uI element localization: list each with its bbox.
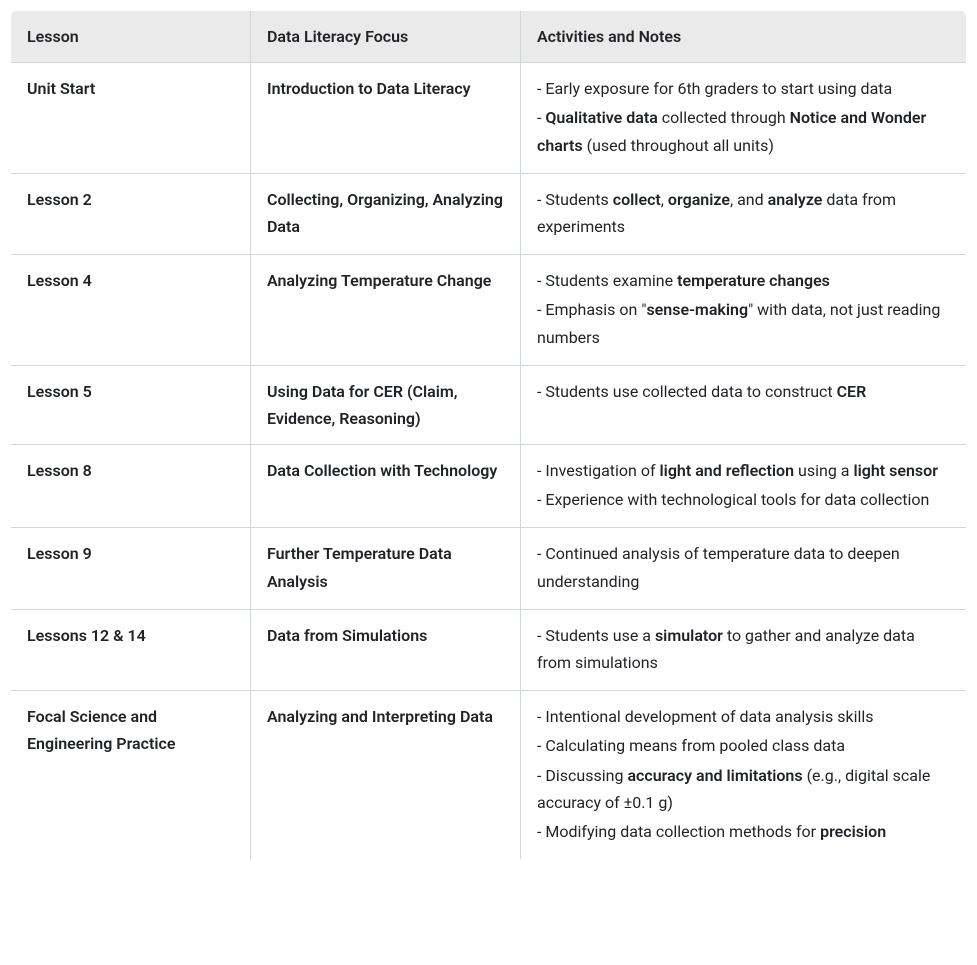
plain-text: - Emphasis on " (537, 300, 646, 319)
note-line: - Early exposure for 6th graders to star… (537, 75, 950, 102)
table-row: Lessons 12 & 14Data from Simulations - St… (11, 609, 967, 690)
table-row: Unit StartIntroduction to Data Literacy-… (11, 63, 967, 174)
plain-text: - Students use collected data to constru… (537, 382, 837, 401)
focus-cell: Analyzing Temperature Change (251, 255, 521, 366)
plain-text: - Modifying data collection methods for (537, 822, 820, 841)
plain-text: using a (794, 461, 853, 480)
note-line: - Qualitative data collected through Not… (537, 104, 950, 158)
table-row: Lesson 2Collecting, Organizing, Analyzin… (11, 173, 967, 254)
col-lesson: Lesson (11, 11, 251, 63)
notes-cell: - Students examine temperature changes- … (521, 255, 967, 366)
lesson-table-container: Lesson Data Literacy Focus Activities an… (10, 10, 967, 860)
bold-text: simulator (655, 626, 723, 645)
note-line: - Intentional development of data analys… (537, 703, 950, 730)
bold-text: analyze (768, 190, 823, 209)
plain-text: collected through (658, 108, 790, 127)
lesson-cell: Lesson 4 (11, 255, 251, 366)
note-line: - Students examine temperature changes (537, 267, 950, 294)
bold-text: temperature changes (677, 271, 830, 290)
focus-cell: Data Collection with Technology (251, 445, 521, 528)
col-notes: Activities and Notes (521, 11, 967, 63)
plain-text: , and (730, 190, 768, 209)
note-line: - Emphasis on "sense-making" with data, … (537, 296, 950, 350)
table-row: Lesson 5Using Data for CER (Claim, Evide… (11, 365, 967, 444)
focus-cell: Analyzing and Interpreting Data (251, 691, 521, 860)
bold-text: collect (613, 190, 661, 209)
notes-cell: - Early exposure for 6th graders to star… (521, 63, 967, 174)
notes-cell: - Continued analysis of temperature data… (521, 528, 967, 609)
note-line: - Calculating means from pooled class da… (537, 732, 950, 759)
bold-text: precision (820, 822, 886, 841)
notes-cell: - Students use collected data to constru… (521, 365, 967, 444)
bold-text: light and reflection (660, 461, 795, 480)
note-line: - Experience with technological tools fo… (537, 486, 950, 513)
col-focus: Data Literacy Focus (251, 11, 521, 63)
lesson-cell: Lesson 9 (11, 528, 251, 609)
focus-cell: Using Data for CER (Claim, Evidence, Rea… (251, 365, 521, 444)
plain-text: - Students (537, 190, 613, 209)
table-row: Lesson 4Analyzing Temperature Change- St… (11, 255, 967, 366)
table-header: Lesson Data Literacy Focus Activities an… (11, 11, 967, 63)
bold-text: accuracy and limitations (627, 766, 802, 785)
focus-cell: Introduction to Data Literacy (251, 63, 521, 174)
lesson-cell: Lessons 12 & 14 (11, 609, 251, 690)
bold-text: CER (837, 382, 867, 401)
bold-text: organize (668, 190, 730, 209)
lesson-cell: Lesson 8 (11, 445, 251, 528)
notes-cell: - Students collect, organize, and analyz… (521, 173, 967, 254)
focus-cell: Further Temperature Data Analysis (251, 528, 521, 609)
plain-text: - Students examine (537, 271, 677, 290)
table-row: Focal Science and Engineering PracticeAn… (11, 691, 967, 860)
note-line: - Students use a simulator to gather and… (537, 622, 950, 676)
notes-cell: - Investigation of light and reflection … (521, 445, 967, 528)
bold-text: light sensor (853, 461, 938, 480)
bold-text: sense-making (646, 300, 748, 319)
note-line: - Investigation of light and reflection … (537, 457, 950, 484)
plain-text: - Investigation of (537, 461, 660, 480)
plain-text: - Students use a (537, 626, 655, 645)
plain-text: , (661, 190, 668, 209)
plain-text: - Discussing (537, 766, 627, 785)
lesson-cell: Lesson 5 (11, 365, 251, 444)
note-line: - Students collect, organize, and analyz… (537, 186, 950, 240)
note-line: - Discussing accuracy and limitations (e… (537, 762, 950, 816)
note-line: - Continued analysis of temperature data… (537, 540, 950, 594)
header-row: Lesson Data Literacy Focus Activities an… (11, 11, 967, 63)
focus-cell: Data from Simulations (251, 609, 521, 690)
lesson-cell: Focal Science and Engineering Practice (11, 691, 251, 860)
table-row: Lesson 8Data Collection with Technology-… (11, 445, 967, 528)
lesson-table: Lesson Data Literacy Focus Activities an… (10, 10, 967, 860)
bold-text: Qualitative data (545, 108, 657, 127)
lesson-cell: Unit Start (11, 63, 251, 174)
table-body: Unit StartIntroduction to Data Literacy-… (11, 63, 967, 860)
plain-text: (used throughout all units) (583, 136, 774, 155)
note-line: - Students use collected data to constru… (537, 378, 950, 405)
note-line: - Modifying data collection methods for … (537, 818, 950, 845)
table-row: Lesson 9Further Temperature Data Analysi… (11, 528, 967, 609)
lesson-cell: Lesson 2 (11, 173, 251, 254)
notes-cell: - Intentional development of data analys… (521, 691, 967, 860)
focus-cell: Collecting, Organizing, Analyzing Data (251, 173, 521, 254)
notes-cell: - Students use a simulator to gather and… (521, 609, 967, 690)
